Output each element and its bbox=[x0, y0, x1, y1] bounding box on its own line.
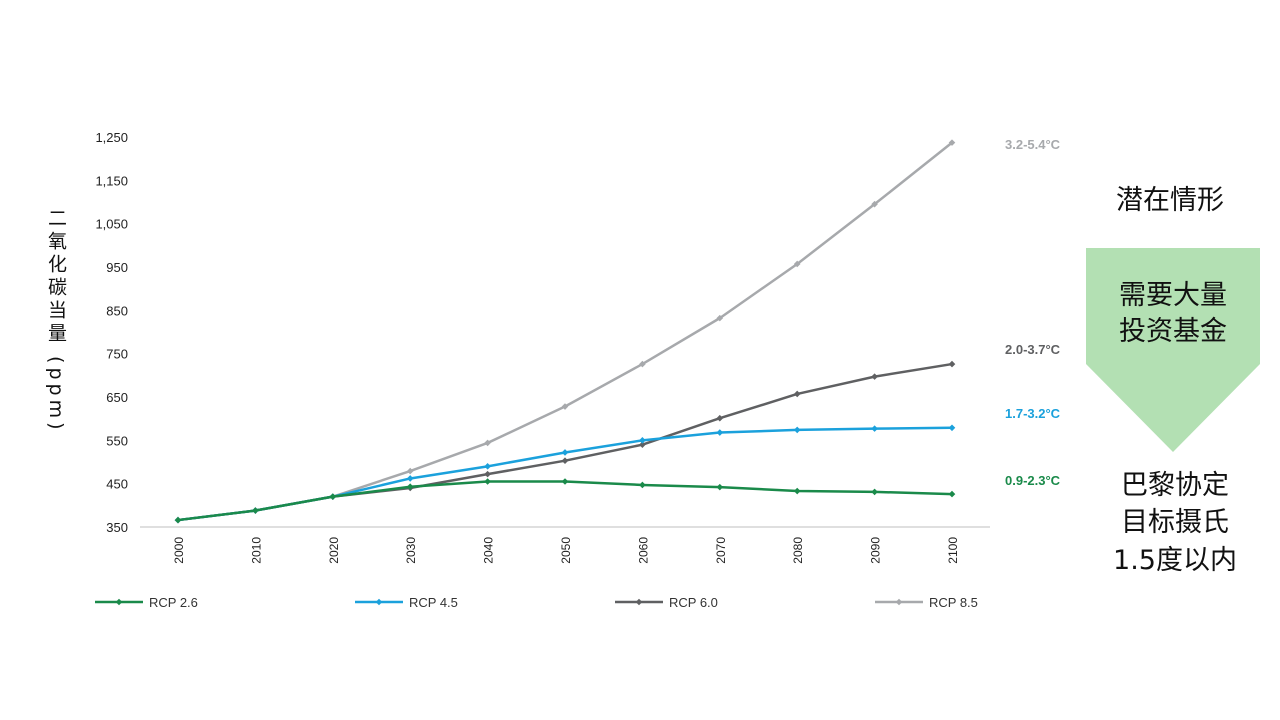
data-point bbox=[871, 425, 878, 432]
legend-label: RCP 2.6 bbox=[149, 595, 198, 610]
x-tick-label: 2100 bbox=[946, 537, 960, 564]
data-point bbox=[716, 314, 724, 322]
legend: RCP 2.6 RCP 4.5 RCP 6.0 RCP 8.5 bbox=[95, 595, 978, 610]
legend-label: RCP 6.0 bbox=[669, 595, 718, 610]
paris-goal-line: 巴黎协定 bbox=[1121, 470, 1229, 501]
x-tick-label: 2020 bbox=[327, 537, 341, 564]
legend-item: RCP 2.6 bbox=[95, 595, 198, 610]
series-line bbox=[177, 480, 953, 522]
data-point bbox=[793, 487, 801, 495]
series-rcp-6-0 bbox=[174, 360, 956, 524]
scenario-title: 潜在情形 bbox=[1116, 185, 1224, 216]
arrow-text: 需要大量 投资基金 bbox=[1086, 278, 1260, 351]
series-rcp-8-5 bbox=[174, 139, 956, 524]
data-point bbox=[793, 390, 801, 398]
data-point bbox=[639, 360, 646, 368]
data-point bbox=[406, 467, 414, 475]
x-tick-label: 2050 bbox=[559, 537, 573, 564]
data-point bbox=[561, 457, 569, 464]
x-tick-label: 2040 bbox=[482, 537, 496, 564]
x-ticks: 2000 2010 2020 2030 2040 2050 2060 2070 2080 2090… bbox=[172, 537, 960, 564]
x-tick-label: 2000 bbox=[172, 537, 186, 564]
x-tick-label: 2030 bbox=[404, 537, 418, 564]
data-point bbox=[484, 439, 491, 447]
y-tick-label: 450 bbox=[106, 477, 128, 492]
legend-marker bbox=[115, 598, 123, 606]
data-point bbox=[871, 488, 878, 496]
y-tick-label: 950 bbox=[106, 260, 128, 275]
x-tick-label: 2010 bbox=[249, 537, 263, 564]
arrow-text-line: 需要大量 bbox=[1119, 280, 1227, 311]
y-tick-label: 850 bbox=[106, 303, 128, 318]
x-tick-label: 2080 bbox=[791, 537, 805, 564]
legend-label: RCP 4.5 bbox=[409, 595, 458, 610]
paris-goal-line: 1.5度以内 bbox=[1113, 544, 1237, 576]
data-point bbox=[639, 481, 646, 489]
data-point bbox=[406, 483, 414, 490]
range-label: 0.9-2.3°C bbox=[1005, 473, 1061, 488]
data-point bbox=[793, 426, 801, 434]
range-label: 1.7-3.2°C bbox=[1005, 406, 1061, 421]
y-tick-label: 750 bbox=[106, 347, 128, 362]
data-point bbox=[561, 478, 569, 485]
data-point bbox=[484, 470, 491, 478]
data-point bbox=[948, 490, 956, 498]
data-point bbox=[639, 437, 646, 444]
data-point bbox=[716, 429, 724, 436]
y-tick-label: 1,150 bbox=[95, 173, 128, 188]
paris-goal-text: 巴黎协定 目标摄氏 1.5度以内 bbox=[1090, 467, 1260, 579]
y-tick-label: 1,250 bbox=[95, 130, 128, 145]
legend-marker bbox=[375, 598, 383, 606]
y-ticks: 1,250 1,150 1,050 950 850 750 650 550 450 350 bbox=[95, 130, 128, 535]
data-point bbox=[329, 493, 337, 500]
x-tick-label: 2090 bbox=[869, 537, 883, 564]
data-point bbox=[716, 483, 724, 491]
y-tick-label: 1,050 bbox=[95, 217, 128, 232]
range-labels: 0.9-2.3°C 1.7-3.2°C 2.0-3.7°C 3.2-5.4°C bbox=[1005, 137, 1061, 488]
data-point bbox=[716, 414, 724, 422]
x-tick-label: 2060 bbox=[636, 537, 650, 564]
data-point bbox=[793, 260, 801, 268]
range-label: 2.0-3.7°C bbox=[1005, 342, 1061, 357]
data-point bbox=[561, 403, 569, 410]
y-axis-label-text: 二氧化碳当量 (ppm) bbox=[45, 208, 67, 434]
y-tick-label: 650 bbox=[106, 390, 128, 405]
series-rcp-4-5 bbox=[174, 424, 956, 524]
legend-marker bbox=[895, 598, 903, 606]
legend-label: RCP 8.5 bbox=[929, 595, 978, 610]
down-arrow-icon bbox=[1086, 248, 1260, 452]
data-point bbox=[948, 139, 956, 146]
data-point bbox=[871, 200, 878, 208]
y-axis-label: 二氧化碳当量 (ppm) bbox=[45, 208, 67, 434]
data-point bbox=[948, 360, 956, 368]
legend-item: RCP 4.5 bbox=[355, 595, 458, 610]
paris-goal-line: 目标摄氏 bbox=[1121, 507, 1229, 539]
data-point bbox=[174, 516, 182, 524]
data-point bbox=[561, 449, 569, 456]
legend-marker bbox=[635, 598, 643, 606]
legend-item: RCP 8.5 bbox=[875, 595, 978, 610]
series-line bbox=[177, 426, 953, 522]
series-rcp-2-6 bbox=[174, 478, 956, 524]
data-point bbox=[484, 463, 491, 470]
data-point bbox=[639, 441, 646, 448]
series bbox=[174, 139, 956, 524]
data-point bbox=[406, 475, 414, 482]
range-label: 3.2-5.4°C bbox=[1005, 137, 1061, 152]
data-point bbox=[948, 424, 956, 432]
data-point bbox=[871, 373, 878, 380]
legend-item: RCP 6.0 bbox=[615, 595, 718, 610]
series-line bbox=[177, 362, 953, 522]
data-point bbox=[252, 507, 259, 514]
y-tick-label: 550 bbox=[106, 433, 128, 448]
data-point bbox=[484, 478, 491, 485]
y-tick-label: 350 bbox=[106, 520, 128, 535]
x-tick-label: 2070 bbox=[714, 537, 728, 564]
arrow-text-line: 投资基金 bbox=[1119, 316, 1227, 348]
